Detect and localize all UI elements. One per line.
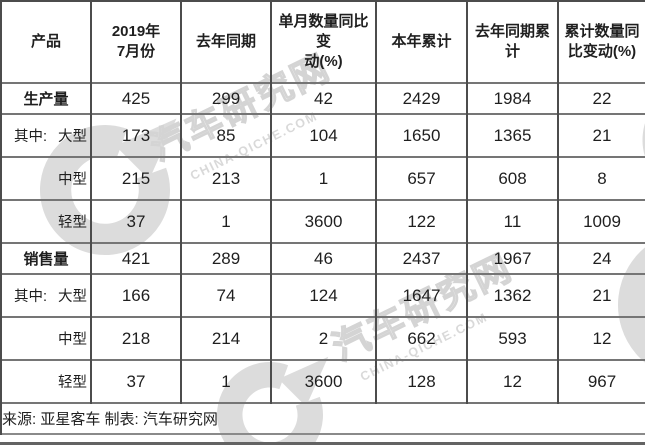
value-cell: 662 bbox=[375, 316, 467, 360]
value-cell: 12 bbox=[466, 359, 558, 403]
row-label-text: 轻型 bbox=[58, 215, 87, 231]
row-label: 中型 bbox=[0, 316, 91, 360]
row-label-text: 大型 bbox=[58, 129, 87, 145]
value-cell: 22 bbox=[557, 82, 645, 114]
table-row-production: 生产量 425 299 42 2429 1984 22 bbox=[0, 82, 645, 114]
row-label: 销售量 bbox=[0, 242, 91, 274]
table-row-production-large: 其中: 大型 173 85 104 1650 1365 21 bbox=[0, 113, 645, 157]
value-cell: 8 bbox=[557, 156, 645, 200]
value-cell: 213 bbox=[180, 156, 271, 200]
value-cell: 2429 bbox=[375, 82, 467, 114]
value-cell: 1365 bbox=[466, 113, 558, 157]
value-cell: 104 bbox=[270, 113, 376, 157]
value-cell: 608 bbox=[466, 156, 558, 200]
row-label-prefix: 其中: bbox=[14, 129, 48, 145]
value-cell: 967 bbox=[557, 359, 645, 403]
value-cell: 11 bbox=[466, 199, 558, 243]
col-header-last-year: 去年同期 bbox=[180, 0, 271, 83]
row-label-text: 中型 bbox=[58, 332, 87, 348]
row-label: 中型 bbox=[0, 156, 91, 200]
value-cell: 74 bbox=[180, 273, 271, 317]
header-row: 产品 2019年 7月份 去年同期 单月数量同比变 动(%) 本年累计 去年同期… bbox=[0, 0, 645, 83]
value-cell: 425 bbox=[90, 82, 181, 114]
value-cell: 21 bbox=[557, 113, 645, 157]
value-cell: 3600 bbox=[270, 359, 376, 403]
value-cell: 124 bbox=[270, 273, 376, 317]
source-note: 来源: 亚星客车 制表: 汽车研究网 bbox=[0, 402, 645, 434]
value-cell: 37 bbox=[90, 359, 181, 403]
source-row: 来源: 亚星客车 制表: 汽车研究网 bbox=[0, 402, 645, 434]
table-row-production-light: 轻型 37 1 3600 122 11 1009 bbox=[0, 199, 645, 243]
value-cell: 46 bbox=[270, 242, 376, 274]
col-header-ytd: 本年累计 bbox=[375, 0, 467, 83]
col-header-last-ytd: 去年同期累 计 bbox=[466, 0, 558, 83]
row-label-text: 中型 bbox=[58, 172, 87, 188]
value-cell: 657 bbox=[375, 156, 467, 200]
row-label-prefix: 其中: bbox=[14, 289, 48, 305]
production-sales-table: 产品 2019年 7月份 去年同期 单月数量同比变 动(%) 本年累计 去年同期… bbox=[0, 0, 645, 435]
table-row-sales-medium: 中型 218 214 2 662 593 12 bbox=[0, 316, 645, 360]
value-cell: 24 bbox=[557, 242, 645, 274]
value-cell: 1 bbox=[180, 199, 271, 243]
row-label: 生产量 bbox=[0, 82, 91, 114]
row-label: 轻型 bbox=[0, 199, 91, 243]
value-cell: 1650 bbox=[375, 113, 467, 157]
col-header-month: 2019年 7月份 bbox=[90, 0, 181, 83]
value-cell: 42 bbox=[270, 82, 376, 114]
table-row-sales: 销售量 421 289 46 2437 1967 24 bbox=[0, 242, 645, 274]
value-cell: 85 bbox=[180, 113, 271, 157]
value-cell: 166 bbox=[90, 273, 181, 317]
row-label-text: 轻型 bbox=[58, 375, 87, 391]
row-label: 其中: 大型 bbox=[0, 113, 91, 157]
table-row-production-medium: 中型 215 213 1 657 608 8 bbox=[0, 156, 645, 200]
value-cell: 2 bbox=[270, 316, 376, 360]
value-cell: 1 bbox=[270, 156, 376, 200]
value-cell: 1 bbox=[180, 359, 271, 403]
col-header-ytd-yoy: 累计数量同 比变动(%) bbox=[557, 0, 645, 83]
col-header-product: 产品 bbox=[0, 0, 91, 83]
row-label-text: 大型 bbox=[58, 289, 87, 305]
row-label: 轻型 bbox=[0, 359, 91, 403]
value-cell: 1647 bbox=[375, 273, 467, 317]
value-cell: 122 bbox=[375, 199, 467, 243]
value-cell: 299 bbox=[180, 82, 271, 114]
value-cell: 1009 bbox=[557, 199, 645, 243]
value-cell: 1984 bbox=[466, 82, 558, 114]
value-cell: 2437 bbox=[375, 242, 467, 274]
value-cell: 218 bbox=[90, 316, 181, 360]
table-row-sales-light: 轻型 37 1 3600 128 12 967 bbox=[0, 359, 645, 403]
value-cell: 1967 bbox=[466, 242, 558, 274]
value-cell: 12 bbox=[557, 316, 645, 360]
value-cell: 593 bbox=[466, 316, 558, 360]
value-cell: 128 bbox=[375, 359, 467, 403]
col-header-month-yoy: 单月数量同比变 动(%) bbox=[270, 0, 376, 83]
value-cell: 3600 bbox=[270, 199, 376, 243]
value-cell: 421 bbox=[90, 242, 181, 274]
value-cell: 215 bbox=[90, 156, 181, 200]
value-cell: 21 bbox=[557, 273, 645, 317]
value-cell: 1362 bbox=[466, 273, 558, 317]
row-label: 其中: 大型 bbox=[0, 273, 91, 317]
value-cell: 214 bbox=[180, 316, 271, 360]
value-cell: 37 bbox=[90, 199, 181, 243]
table-row-sales-large: 其中: 大型 166 74 124 1647 1362 21 bbox=[0, 273, 645, 317]
value-cell: 173 bbox=[90, 113, 181, 157]
value-cell: 289 bbox=[180, 242, 271, 274]
